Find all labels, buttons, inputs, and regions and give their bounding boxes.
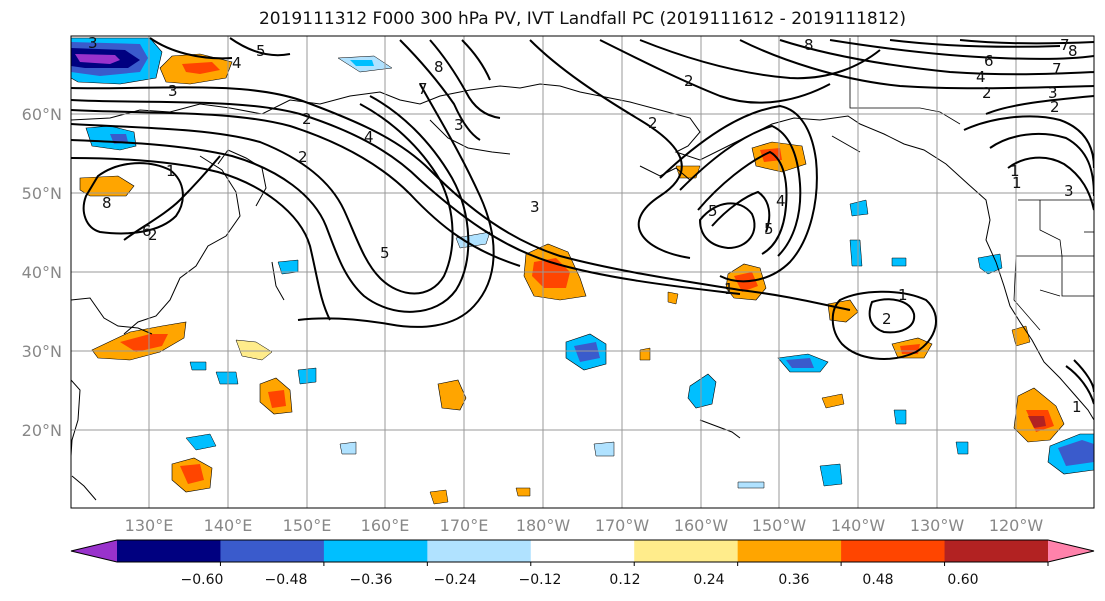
map-gridlines bbox=[71, 36, 1094, 508]
colorbar-segment bbox=[323, 540, 428, 562]
contour-label: 1 bbox=[166, 162, 176, 180]
colorbar-tick-label: −0.24 bbox=[434, 572, 477, 588]
colorbar-segment bbox=[841, 540, 946, 562]
lon-label: 170°W bbox=[595, 516, 650, 535]
colorbar-segment bbox=[427, 540, 532, 562]
lon-label: 160°E bbox=[361, 516, 410, 535]
colorbar-tick-label: 0.12 bbox=[609, 572, 640, 588]
colorbar-tick-label: −0.12 bbox=[519, 572, 562, 588]
negative-anomaly-scattered bbox=[185, 55, 1003, 489]
lat-label: 20°N bbox=[22, 421, 62, 440]
positive-anomaly-upper-left bbox=[159, 53, 233, 85]
contour-label: 2 bbox=[1050, 98, 1060, 116]
contour-label: 5 bbox=[380, 244, 390, 262]
colorbar-tick-label: 0.48 bbox=[862, 572, 893, 588]
contour-label: 8 bbox=[434, 58, 444, 76]
contour-label: 4 bbox=[976, 68, 986, 86]
contour-label: 2 bbox=[302, 110, 312, 128]
contour-label: 6 bbox=[142, 222, 152, 240]
contour-label: 1 bbox=[1012, 174, 1022, 192]
lat-label: 50°N bbox=[22, 184, 62, 203]
colorbar-tick-label: 0.60 bbox=[947, 572, 978, 588]
contour-label: 8 bbox=[1068, 42, 1078, 60]
contour-label: 3 bbox=[530, 198, 540, 216]
contour-label: 7 bbox=[1052, 60, 1062, 78]
map-title: 2019111312 F000 300 hPa PV, IVT Landfall… bbox=[258, 9, 906, 29]
colorbar-segment bbox=[944, 540, 1049, 562]
lon-label: 150°E bbox=[283, 516, 332, 535]
lon-label: 140°W bbox=[831, 516, 886, 535]
lon-label: 120°W bbox=[989, 516, 1044, 535]
contour-label: 5 bbox=[256, 42, 266, 60]
contour-label: 4 bbox=[364, 128, 374, 146]
negative-anomaly-33n-180 bbox=[565, 333, 607, 371]
contour-label: 1 bbox=[724, 280, 734, 298]
colorbar-segment bbox=[634, 540, 739, 562]
colorbar-segment bbox=[737, 540, 842, 562]
political-borders bbox=[849, 38, 1094, 331]
contour-label: 2 bbox=[298, 148, 308, 166]
contour-label: 2 bbox=[648, 114, 658, 132]
lat-label: 30°N bbox=[22, 342, 62, 361]
contour-label: 3 bbox=[1064, 182, 1074, 200]
lon-label: 150°W bbox=[752, 516, 807, 535]
colorbar-tick-label: −0.36 bbox=[350, 572, 393, 588]
contour-label: 3 bbox=[88, 34, 98, 52]
lat-label: 60°N bbox=[22, 105, 62, 124]
contour-label: 2 bbox=[684, 72, 694, 90]
contour-label: 2 bbox=[982, 84, 992, 102]
lon-label: 140°E bbox=[204, 516, 253, 535]
lon-label: 130°E bbox=[125, 516, 174, 535]
contour-label: 6 bbox=[984, 52, 994, 70]
longitude-labels: 130°E 140°E 150°E 160°E 170°E 180°W 170°… bbox=[125, 516, 1044, 535]
lon-label: 170°E bbox=[440, 516, 489, 535]
contour-label: 1 bbox=[898, 286, 908, 304]
colorbar-segment bbox=[220, 540, 325, 562]
lon-label: 160°W bbox=[674, 516, 729, 535]
contour-label: 3 bbox=[1048, 84, 1058, 102]
contour-label: 8 bbox=[102, 194, 112, 212]
contour-label: 4 bbox=[776, 192, 786, 210]
contour-label: 5 bbox=[708, 202, 718, 220]
positive-anomaly-south-subtropics bbox=[171, 291, 845, 505]
colorbar bbox=[70, 539, 1095, 566]
contour-label: 4 bbox=[232, 54, 242, 72]
positive-anomaly-southeast bbox=[1011, 325, 1065, 443]
contour-label: 3 bbox=[454, 116, 464, 134]
contour-label: 1 bbox=[1072, 398, 1082, 416]
colorbar-extend-max bbox=[1048, 540, 1094, 562]
lon-label: 130°W bbox=[910, 516, 965, 535]
negative-anomaly-nw-corner bbox=[71, 37, 163, 85]
pv-contours bbox=[71, 37, 1094, 405]
colorbar-segment bbox=[117, 540, 221, 562]
colorbar-tick-label: 0.36 bbox=[778, 572, 809, 588]
lat-label: 40°N bbox=[22, 263, 62, 282]
colorbar-ticks: −0.60 −0.48 −0.36 −0.24 −0.12 0.12 0.24 … bbox=[181, 572, 979, 588]
contour-label: 1 bbox=[1010, 162, 1020, 180]
contour-labels: 3 5 4 3 8 2 3 4 8 2 1 2 5 3 2 8 6 7 4 2 … bbox=[88, 34, 1082, 416]
contour-label: 2 bbox=[882, 310, 892, 328]
contour-label: 5 bbox=[764, 220, 774, 238]
map-frame bbox=[70, 35, 1095, 509]
colorbar-extend-min bbox=[71, 540, 117, 562]
contour-label: 7 bbox=[418, 80, 428, 98]
colorbar-tick-label: −0.48 bbox=[265, 572, 308, 588]
lon-label: 180°W bbox=[516, 516, 571, 535]
colorbar-tick-label: 0.24 bbox=[693, 572, 724, 588]
colorbar-segment bbox=[530, 540, 635, 562]
contour-label: 3 bbox=[168, 82, 178, 100]
latitude-labels: 60°N 50°N 40°N 30°N 20°N bbox=[22, 105, 62, 440]
colorbar-tick-label: −0.60 bbox=[181, 572, 224, 588]
positive-anomaly-52n bbox=[79, 175, 135, 197]
contour-label: 7 bbox=[1060, 36, 1070, 54]
contour-label: 2 bbox=[148, 226, 158, 244]
contour-label: 8 bbox=[804, 36, 814, 54]
negative-anomaly-southeast bbox=[1047, 433, 1094, 475]
